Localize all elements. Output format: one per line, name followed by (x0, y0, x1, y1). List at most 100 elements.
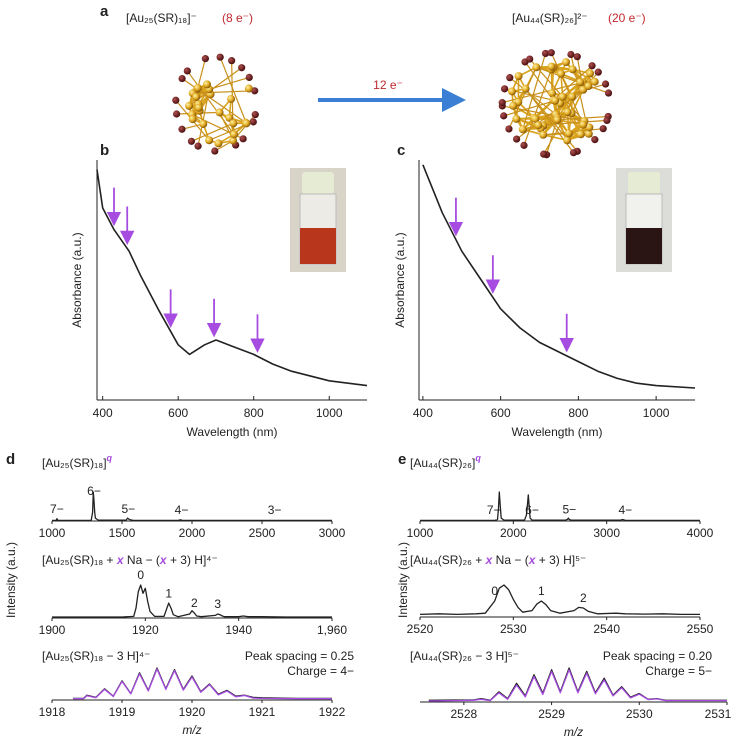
peak-label: 5− (121, 502, 135, 516)
sulfur-atom (604, 89, 613, 97)
gold-atom (585, 123, 594, 132)
sulfur-atom (194, 142, 202, 150)
peak-label: 0 (137, 568, 144, 582)
x-tick-label: 2530 (626, 707, 653, 721)
gold-atom (553, 115, 562, 124)
gold-atom (514, 72, 523, 81)
sulfur-atom (245, 73, 253, 81)
gold-atom (512, 114, 521, 123)
panel-title: [Au₄₄(SR)₂₆]q (410, 453, 481, 470)
sulfur-atom (501, 85, 509, 93)
sulfur-atom (251, 111, 259, 119)
bond (181, 78, 247, 124)
gold-atom (579, 120, 588, 129)
vial-c (616, 168, 672, 272)
sulfur-atom (178, 125, 186, 133)
gold-atom (185, 101, 194, 110)
bond (209, 76, 250, 90)
sulfur-atom (526, 55, 534, 63)
x-tick-label: 400 (413, 406, 433, 420)
gold-atom (194, 103, 203, 112)
title-part: x (159, 553, 168, 567)
electrons-left: (8 e⁻) (222, 11, 253, 25)
chart-panel: 1918 1919 1920 1921 1922 [Au₂₅(SR)₁₈ − 3 H]⁴⁻… (39, 649, 355, 737)
y-axis-label: Absorbance (a.u.) (70, 232, 84, 327)
peak-label: 7− (487, 503, 501, 517)
vial-cap (628, 172, 660, 194)
gold-atom (568, 65, 577, 74)
x-axis-label: Wavelength (nm) (187, 425, 278, 439)
gold-atom (230, 130, 239, 139)
title-part: x (116, 553, 125, 567)
gold-atom (229, 119, 238, 128)
chart-panel: 2528 2529 2530 2531 [Au₄₄(SR)₂₆ − 3 H]⁵⁻ Peak… (410, 649, 732, 739)
bond (522, 53, 547, 130)
gold-atom (199, 119, 208, 128)
bond (534, 99, 554, 120)
x-tick-label: 1500 (109, 526, 136, 540)
gold-atom (548, 89, 557, 98)
bond (219, 56, 247, 124)
panel-title: [Au₂₅(SR)₁₈ − 3 H]⁴⁻ (42, 649, 150, 663)
x-tick-label: 600 (168, 406, 188, 420)
gold-atom (205, 136, 214, 145)
x-tick-label: 2528 (451, 707, 478, 721)
sulfur-atom (172, 110, 181, 118)
bond (523, 69, 552, 146)
gold-atom (568, 92, 577, 101)
sulfur-atom (498, 99, 506, 107)
sulfur-atom (216, 53, 224, 61)
x-tick-label: 1,960 (317, 623, 347, 637)
title-part: [Au₄₄(SR)₂₆ + (410, 553, 486, 567)
sulfur-atom (540, 150, 548, 158)
sulfur-atom (201, 55, 209, 63)
sulfur-atom (178, 74, 186, 83)
x-tick-label: 1918 (39, 705, 66, 719)
peak-label: 4− (175, 503, 189, 517)
peak-label: 1 (538, 584, 545, 598)
sulfur-atom (573, 53, 581, 61)
peak-label: 0 (491, 584, 498, 598)
sulfur-atom (249, 118, 257, 126)
panel-title: [Au₂₅(SR)₁₈]q (42, 453, 113, 470)
x-tick-label: 1000 (643, 406, 670, 420)
sulfur-atom (541, 49, 550, 58)
sulfur-atom (187, 137, 196, 145)
y-axis-label: Absorbance (a.u.) (393, 232, 407, 327)
bond (192, 90, 255, 94)
gold-atom (193, 83, 202, 92)
sulfur-atom (603, 116, 611, 124)
sulfur-atom (172, 96, 180, 104)
annotation: Charge = 5− (645, 664, 712, 678)
bond (546, 117, 558, 155)
sulfur-atom (599, 125, 607, 133)
title-part: q (107, 453, 113, 463)
bond (538, 119, 608, 126)
peak-label: 3 (214, 597, 221, 611)
panel-title: [Au₄₄(SR)₂₆ + x Na − (x + 3) H]⁵⁻ (410, 553, 586, 567)
gold-atom (586, 69, 595, 78)
x-axis-label: Wavelength (nm) (512, 425, 603, 439)
peak-label: 2 (191, 596, 198, 610)
chart-panel: 1000 1500 2000 2500 3000 7− 6− 5− 4− 3− [Au₂₅(SR)₁… (4, 451, 345, 618)
data-line (420, 491, 700, 522)
cluster-structures (172, 49, 613, 159)
panel-label: d (6, 451, 15, 468)
annotation: Charge = 4− (287, 664, 354, 678)
annotation: Peak spacing = 0.25 (245, 649, 354, 663)
x-tick-label: 1919 (109, 705, 136, 719)
title-part: x (528, 553, 537, 567)
sulfur-atom (183, 67, 191, 75)
sulfur-atom (594, 68, 602, 76)
title-part: Na − ( (124, 553, 160, 567)
x-tick-label: 1921 (249, 705, 276, 719)
peak-label: 7− (50, 502, 64, 516)
title-part: Na − ( (492, 553, 528, 567)
sulfur-atom (588, 62, 596, 70)
gold-atom (192, 92, 201, 101)
gold-atom (532, 63, 541, 72)
title-part: + 3) H]⁴⁻ (167, 553, 218, 567)
bond (543, 111, 569, 155)
